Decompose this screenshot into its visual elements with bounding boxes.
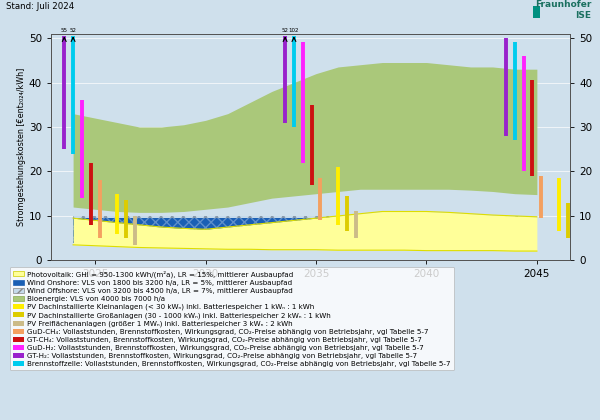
Text: 55: 55 [61, 28, 68, 33]
Text: ISE: ISE [575, 11, 591, 20]
Text: Fraunhofer: Fraunhofer [535, 0, 591, 9]
Text: Stand: Juli 2024: Stand: Juli 2024 [6, 2, 74, 11]
Text: 102: 102 [289, 28, 299, 33]
Y-axis label: Stromgestehungskosten [€ent₂₀₂₄/kWh]: Stromgestehungskosten [€ent₂₀₂₄/kWh] [17, 68, 26, 226]
Text: 52: 52 [281, 28, 289, 33]
Text: 52: 52 [70, 28, 77, 33]
Legend: Photovoltaik: GHI = 950-1300 kWh/(m²a), LR = 15%, mittlerer Ausbaupfad, Wind Ons: Photovoltaik: GHI = 950-1300 kWh/(m²a), … [10, 267, 454, 370]
